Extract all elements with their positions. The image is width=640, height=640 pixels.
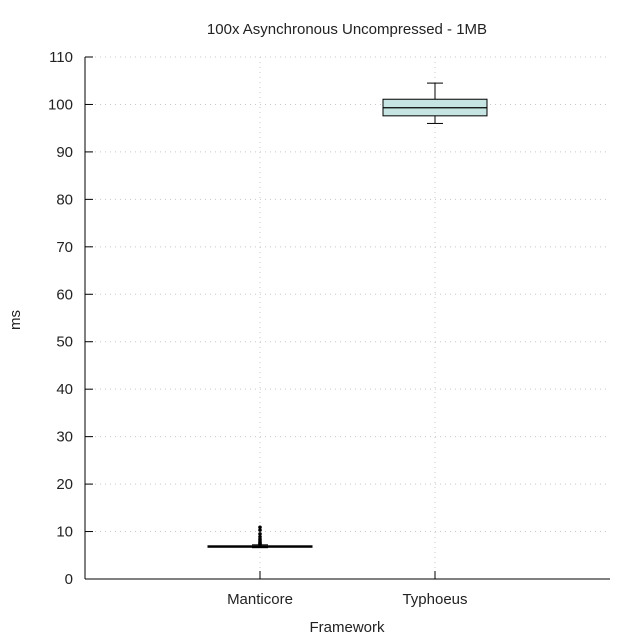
y-tick-label: 0 bbox=[65, 571, 73, 588]
y-tick-label: 100 bbox=[48, 96, 73, 113]
y-tick-label: 20 bbox=[56, 476, 73, 493]
y-tick-label: 80 bbox=[56, 191, 73, 208]
x-tick-label: Typhoeus bbox=[402, 591, 467, 608]
y-ticks: 0 10 20 30 40 50 60 70 80 90 100 110 bbox=[48, 49, 93, 588]
outlier-point bbox=[258, 532, 262, 536]
grid-layer bbox=[85, 56, 610, 579]
x-ticks: Manticore Typhoeus bbox=[227, 571, 468, 608]
y-tick-label: 40 bbox=[56, 381, 73, 398]
box-manticore bbox=[207, 525, 313, 549]
y-tick-label: 50 bbox=[56, 334, 73, 351]
y-tick-label: 70 bbox=[56, 239, 73, 256]
y-tick-label: 10 bbox=[56, 524, 73, 541]
y-tick-label: 60 bbox=[56, 286, 73, 303]
axes-layer bbox=[84, 57, 610, 580]
y-tick-label: 30 bbox=[56, 429, 73, 446]
y-tick-label: 110 bbox=[49, 49, 73, 66]
x-tick-label: Manticore bbox=[227, 591, 293, 608]
outlier-point bbox=[258, 534, 262, 539]
y-axis-title: ms bbox=[7, 310, 24, 330]
outlier-point bbox=[258, 525, 262, 530]
chart-title: 100x Asynchronous Uncompressed - 1MB bbox=[207, 21, 487, 38]
box-typhoeus bbox=[382, 82, 488, 124]
y-tick-label: 90 bbox=[56, 144, 73, 161]
outlier-point bbox=[258, 528, 262, 532]
x-axis-title: Framework bbox=[309, 619, 385, 636]
boxes-layer bbox=[207, 82, 488, 549]
